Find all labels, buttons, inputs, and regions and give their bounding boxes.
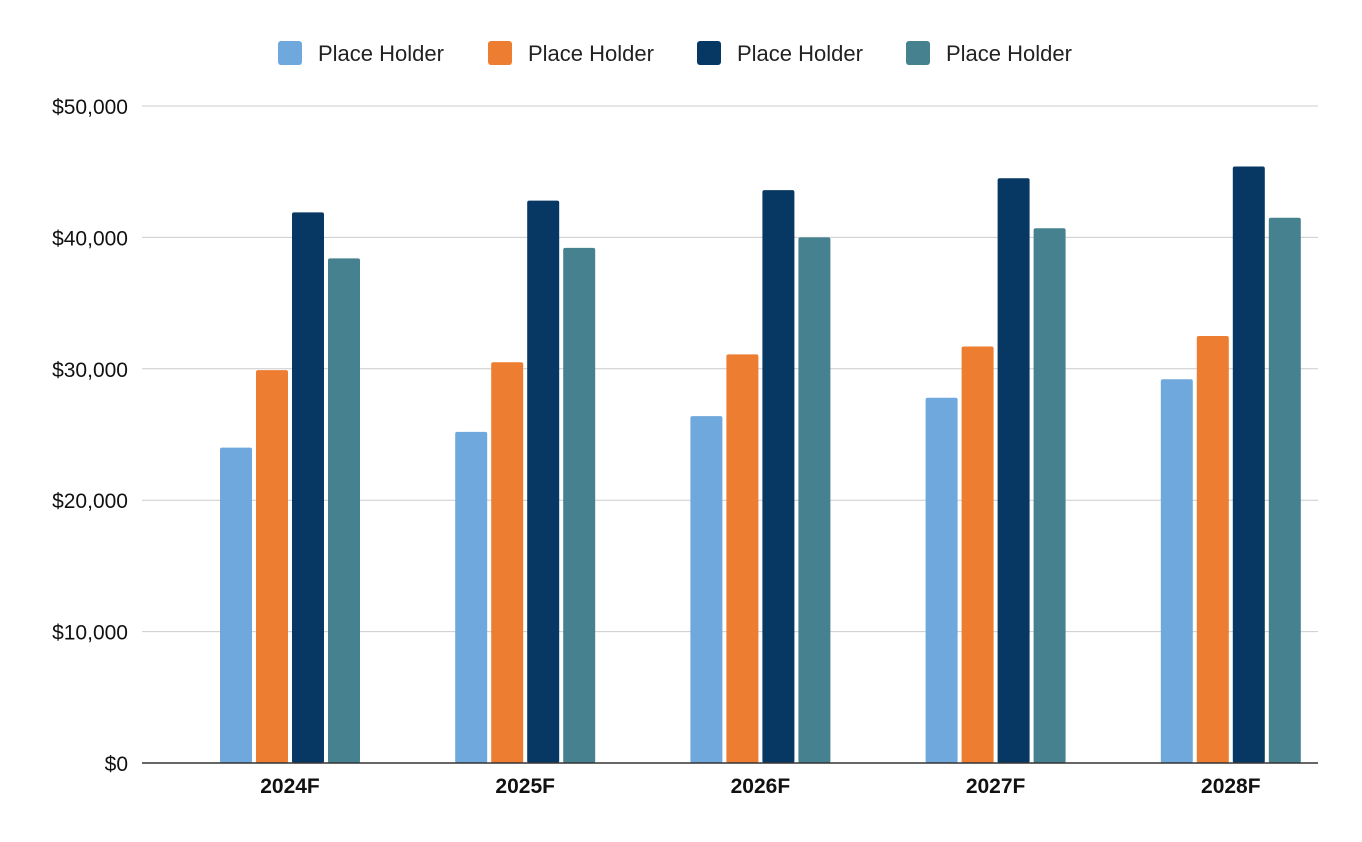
bar <box>563 247 596 764</box>
y-tick-label: $40,000 <box>52 227 128 250</box>
bar <box>997 178 1030 763</box>
legend-swatch <box>488 41 512 65</box>
y-tick-label: $20,000 <box>52 490 128 513</box>
bar <box>798 237 831 763</box>
bar <box>1196 335 1229 763</box>
legend-item: Place Holder <box>697 41 863 66</box>
bar <box>292 212 324 763</box>
bar <box>256 370 288 763</box>
y-axis: $0 $10,000 $20,000 $30,000 $40,000 $50,000 <box>52 96 128 776</box>
bar <box>527 200 560 763</box>
legend-item: Place Holder <box>278 41 444 66</box>
y-tick-label: $10,000 <box>52 622 128 645</box>
bar <box>1033 228 1066 763</box>
legend-swatch <box>278 41 302 65</box>
x-tick-label: 2024F <box>260 775 320 798</box>
bar <box>726 354 759 763</box>
legend-item: Place Holder <box>488 41 654 66</box>
x-tick-label: 2028F <box>1201 775 1261 798</box>
x-tick-label: 2025F <box>495 775 555 798</box>
y-tick-label: $30,000 <box>52 359 128 382</box>
bar <box>925 397 958 763</box>
legend: Place Holder Place Holder Place Holder Plac… <box>278 41 1072 66</box>
bar <box>762 190 795 763</box>
bar <box>690 416 723 763</box>
y-tick-label: $50,000 <box>52 96 128 119</box>
x-tick-label: 2026F <box>731 775 791 798</box>
bar <box>455 431 488 763</box>
legend-item: Place Holder <box>906 41 1072 66</box>
bar <box>961 346 994 763</box>
x-tick-label: 2027F <box>966 775 1026 798</box>
legend-label: Place Holder <box>528 41 654 66</box>
legend-label: Place Holder <box>946 41 1072 66</box>
bar <box>220 447 252 763</box>
legend-swatch <box>906 41 930 65</box>
x-axis: 2024F 2025F 2026F 2027F 2028F <box>142 762 1318 798</box>
bar <box>1268 217 1301 763</box>
bar <box>1160 379 1193 763</box>
y-tick-label: $0 <box>105 753 128 776</box>
bar <box>1232 166 1265 764</box>
legend-swatch <box>697 41 721 65</box>
legend-label: Place Holder <box>737 41 863 66</box>
bars <box>220 166 1301 764</box>
bar <box>491 362 524 763</box>
legend-label: Place Holder <box>318 41 444 66</box>
bar <box>328 258 360 763</box>
